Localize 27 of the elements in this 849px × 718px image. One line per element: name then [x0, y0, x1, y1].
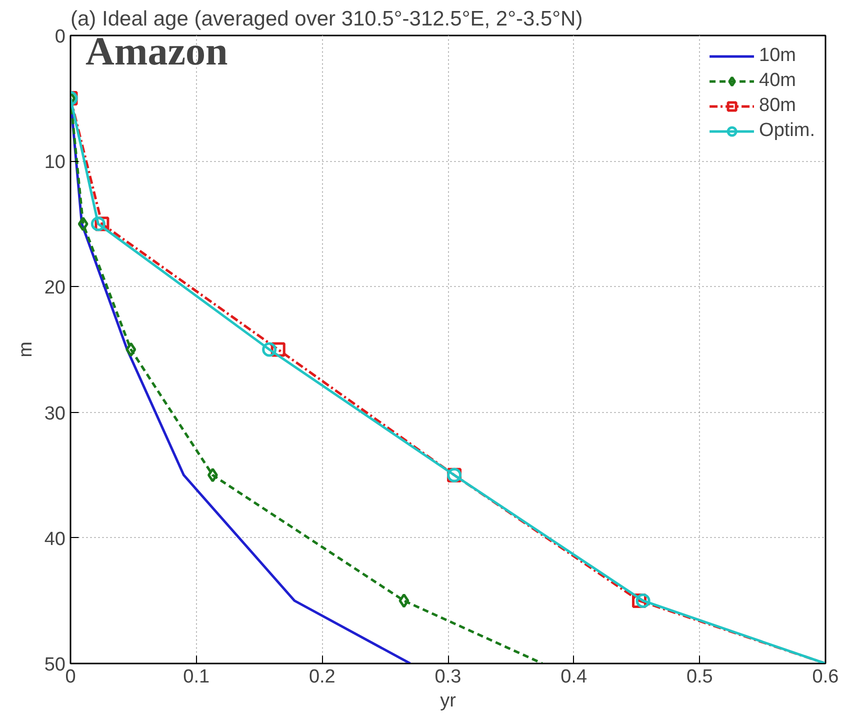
- y-axis-title: m: [15, 342, 36, 358]
- legend-label: 80m: [759, 95, 796, 117]
- y-tick-label: 10: [44, 152, 66, 174]
- annotation: Amazon: [86, 28, 228, 74]
- x-tick-label: 0.2: [308, 666, 336, 688]
- point: [90, 216, 106, 232]
- chart-title: (a) Ideal age (averaged over 310.5°-312.5°E, 2°-3.5°N): [70, 8, 583, 30]
- point: [126, 342, 136, 357]
- point: [207, 468, 218, 482]
- y-tick-label: 20: [44, 278, 66, 299]
- point: [636, 593, 650, 608]
- legend-label: Optim.: [759, 120, 815, 142]
- x-tick-label: 0.3: [434, 666, 462, 688]
- x-tick-label: 0.4: [560, 666, 588, 688]
- point: [398, 593, 410, 608]
- x-tick-label: 0.6: [812, 666, 839, 688]
- legend-label: 40m: [759, 70, 796, 92]
- y-tick-label: 40: [44, 528, 66, 550]
- y-tick-label: 50: [44, 654, 66, 676]
- point: [78, 216, 88, 232]
- point: [262, 342, 277, 357]
- x-axis-title: yr: [440, 690, 457, 712]
- y-tick-label: 0: [54, 26, 66, 48]
- x-tick-label: 0.5: [686, 666, 713, 688]
- y-tick-label: 30: [44, 403, 66, 424]
- x-tick-label: 0.1: [183, 666, 210, 688]
- legend-label: 10m: [759, 45, 796, 67]
